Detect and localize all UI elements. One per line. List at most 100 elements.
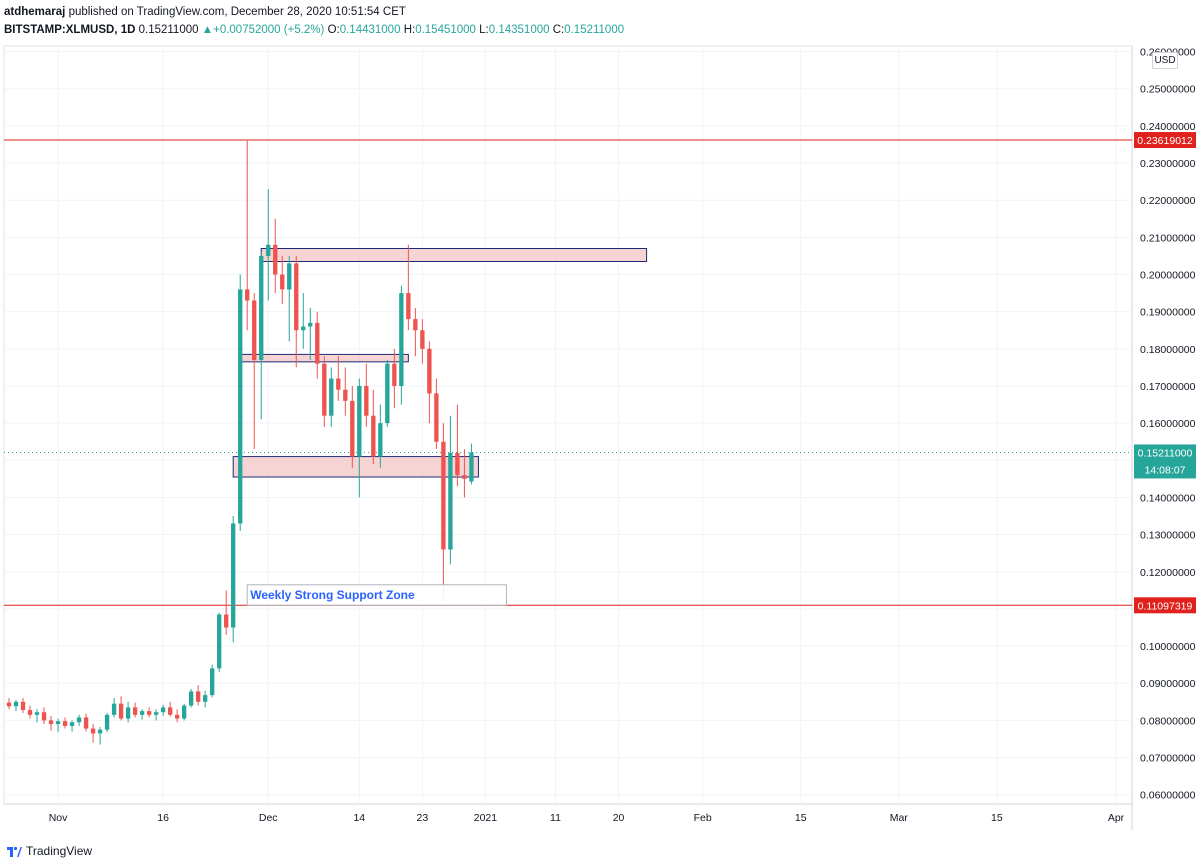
price-tick-label: 0.23000000 [1140,158,1196,170]
candle-body-down [406,293,411,320]
candle-body-down [132,707,138,715]
price-tick-label: 0.16000000 [1140,418,1196,430]
price-tick-label: 0.09000000 [1140,678,1196,690]
candle-body-down [174,714,180,719]
candle-body-up [55,721,61,725]
price-tick-label: 0.14000000 [1140,492,1196,504]
price-zone-rectangle [260,248,648,263]
symbol-name[interactable]: BITSTAMP:XLMUSD, 1D [4,24,136,36]
candle-body-down [322,363,327,416]
time-tick-label: Feb [694,812,712,824]
time-tick-label: Nov [49,812,68,824]
candle-body-down [371,415,376,457]
candle-body-down [413,319,418,331]
candle-body-up [448,452,453,550]
price-tick-label: 0.17000000 [1140,381,1196,393]
candle-body-up [231,523,236,628]
candle-body-up [259,255,264,360]
candle-body-down [434,393,439,442]
candle-body-down [350,400,355,457]
candle-body-up [210,668,215,696]
currency-badge[interactable]: USD [1152,52,1178,69]
candle-body-up [34,712,40,715]
tradingview-brand[interactable]: TradingView [26,844,93,858]
time-tick-label: 14 [353,812,365,824]
candle-body-down [364,385,369,416]
candle-body-up [69,722,75,726]
candle-body-down [252,300,257,360]
time-tick-label: Dec [259,812,278,824]
price-tick-label: 0.10000000 [1140,641,1196,653]
candle-body-up [153,712,159,715]
footer: TradingView [6,842,92,860]
candle-body-up [139,711,145,715]
candle-body-down [167,707,173,715]
price-zone-rectangle [232,456,479,478]
candle-body-up [287,263,292,290]
candle-body-down [62,721,68,726]
time-tick-label: Mar [890,812,909,824]
high-value: 0.15451000 [415,24,476,36]
candle-body-down [83,717,89,729]
time-tick-label: 16 [157,812,169,824]
candle-body-up [125,707,131,719]
open-label: O: [327,24,340,36]
price-tick-label: 0.21000000 [1140,232,1196,244]
candle-body-down [315,322,320,364]
candle-body-down [420,330,425,349]
price-tick-label: 0.19000000 [1140,307,1196,319]
high-label: H: [403,24,416,36]
low-value: 0.14351000 [488,24,550,36]
level-price-label: 0.23619012 [1137,135,1193,147]
price-tick-label: 0.12000000 [1140,567,1196,579]
candle-body-down [224,614,229,628]
price-tick-label: 0.22000000 [1140,195,1196,207]
time-tick-label: 2021 [474,812,498,824]
candle-body-down [20,701,26,710]
publish-info: atdhemaraj published on TradingView.com,… [4,6,406,18]
price-tick-label: 0.24000000 [1140,121,1196,133]
close-value: 0.15211000 [564,24,625,36]
symbol-info: BITSTAMP:XLMUSD, 1D 0.15211000 ▲+0.00752… [4,24,624,36]
candle-body-down [343,389,348,401]
candle-body-up [181,705,187,719]
time-tick-label: 23 [417,812,429,824]
open-value: 0.14431000 [339,24,401,36]
author-name[interactable]: atdhemaraj [4,6,66,18]
plot-frame [3,45,1133,805]
candle-body-up [266,244,271,256]
candle-body-up [378,423,383,457]
candle-body-down [427,348,432,394]
candle-body-down [441,441,446,550]
published-text: published on TradingView.com, December 2… [68,6,406,18]
candle-body-down [195,691,201,702]
time-tick-label: Apr [1108,812,1125,824]
candle-body-down [294,263,299,331]
candle-body-up [97,729,103,734]
candle-body-up [76,717,82,723]
annotation-box [246,584,507,606]
level-price-label: 0.11097319 [1138,600,1193,612]
candle-body-up [203,695,208,702]
candle-body-up [238,289,243,524]
candle-body-down [27,709,33,715]
price-tick-label: 0.20000000 [1140,270,1196,282]
price-tick-label: 0.13000000 [1140,530,1196,542]
price-tick-label: 0.08000000 [1140,715,1196,727]
time-tick-label: 20 [613,812,625,824]
candle-body-up [469,452,474,482]
candle-body-down [48,720,54,725]
tradingview-logo-icon[interactable] [6,844,22,858]
candle-body-up [308,322,313,327]
close-label: C: [552,24,565,36]
change-arrow-icon: ▲ [201,24,214,36]
candle-body-down [455,452,460,476]
candle-body-down [41,712,47,721]
candle-body-down [245,289,250,301]
candle-body-down [462,475,467,479]
chart-header: atdhemaraj published on TradingView.com,… [0,0,1200,44]
candle-body-down [280,274,285,290]
candle-body-up [111,703,117,715]
candle-body-up [188,691,194,706]
